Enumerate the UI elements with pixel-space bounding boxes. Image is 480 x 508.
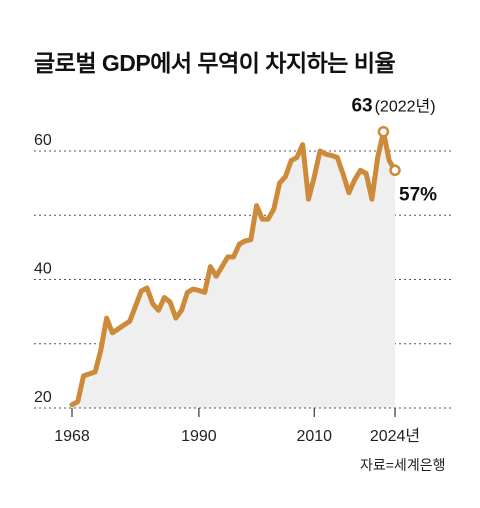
y-axis-tick-labels: 20 40 60 [34, 132, 52, 406]
annotations: 63 (2022년) 57% [351, 96, 437, 206]
y-tick-label-40: 40 [34, 261, 52, 278]
y-tick-label-20: 20 [34, 389, 52, 406]
y-tick-label-60: 60 [34, 132, 52, 149]
peak-year-note: (2022년) [375, 98, 436, 116]
highlight-point-2022 [377, 125, 390, 138]
chart-title: 글로벌 GDP에서 무역이 차지하는 비율 [34, 50, 396, 76]
x-axis: 1968 1990 2010 2024년 [34, 407, 454, 445]
series-line-layer [69, 129, 398, 408]
area-fill [72, 131, 395, 408]
source-note: 자료=세계은행 [360, 457, 446, 473]
latest-value-label: 57% [399, 184, 437, 205]
series-line [69, 129, 398, 408]
highlight-point-2024 [389, 164, 401, 177]
peak-value: 63 [351, 96, 372, 117]
x-tick-label-1968: 1968 [54, 428, 90, 445]
x-tick-label-1990: 1990 [181, 428, 217, 445]
peak-annotation: 63 (2022년) [351, 96, 435, 117]
area-fill-layer [72, 131, 395, 408]
x-tick-label-2010: 2010 [296, 428, 332, 445]
x-tick-label-2024: 2024년 [370, 427, 420, 445]
